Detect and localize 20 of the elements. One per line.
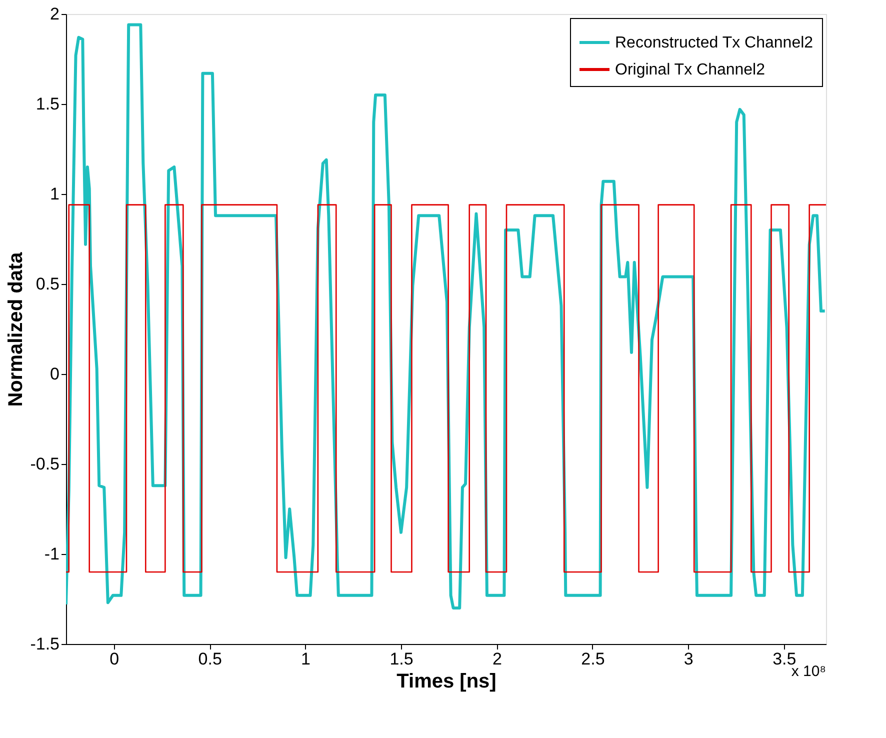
y-tick-label: 1 bbox=[50, 184, 60, 204]
y-tick-label: 0 bbox=[50, 364, 60, 384]
x-tick-label: 3 bbox=[684, 650, 694, 668]
x-tick-label: 0 bbox=[110, 650, 120, 668]
x-tick-label: 0.5 bbox=[198, 650, 222, 668]
x-axis-title: Times [ns] bbox=[396, 670, 496, 692]
x-tick-label: 1 bbox=[301, 650, 311, 668]
y-tick-label: -1.5 bbox=[30, 634, 60, 654]
y-tick-label: 2 bbox=[50, 4, 60, 24]
y-tick-label: -0.5 bbox=[30, 454, 60, 474]
x-tick-label: 2 bbox=[492, 650, 502, 668]
legend-label: Original Tx Channel2 bbox=[615, 62, 766, 78]
legend-label: Reconstructed Tx Channel2 bbox=[615, 34, 814, 52]
y-tick-label: 0.5 bbox=[36, 274, 60, 294]
x-tick-label: 1.5 bbox=[390, 650, 414, 668]
y-tick-label: 1.5 bbox=[36, 94, 60, 114]
y-tick-label: -1 bbox=[44, 544, 60, 564]
x-tick-label: 2.5 bbox=[581, 650, 605, 668]
x-tick-label: 3.5 bbox=[772, 650, 796, 668]
y-axis-title: Normalized data bbox=[5, 251, 28, 407]
